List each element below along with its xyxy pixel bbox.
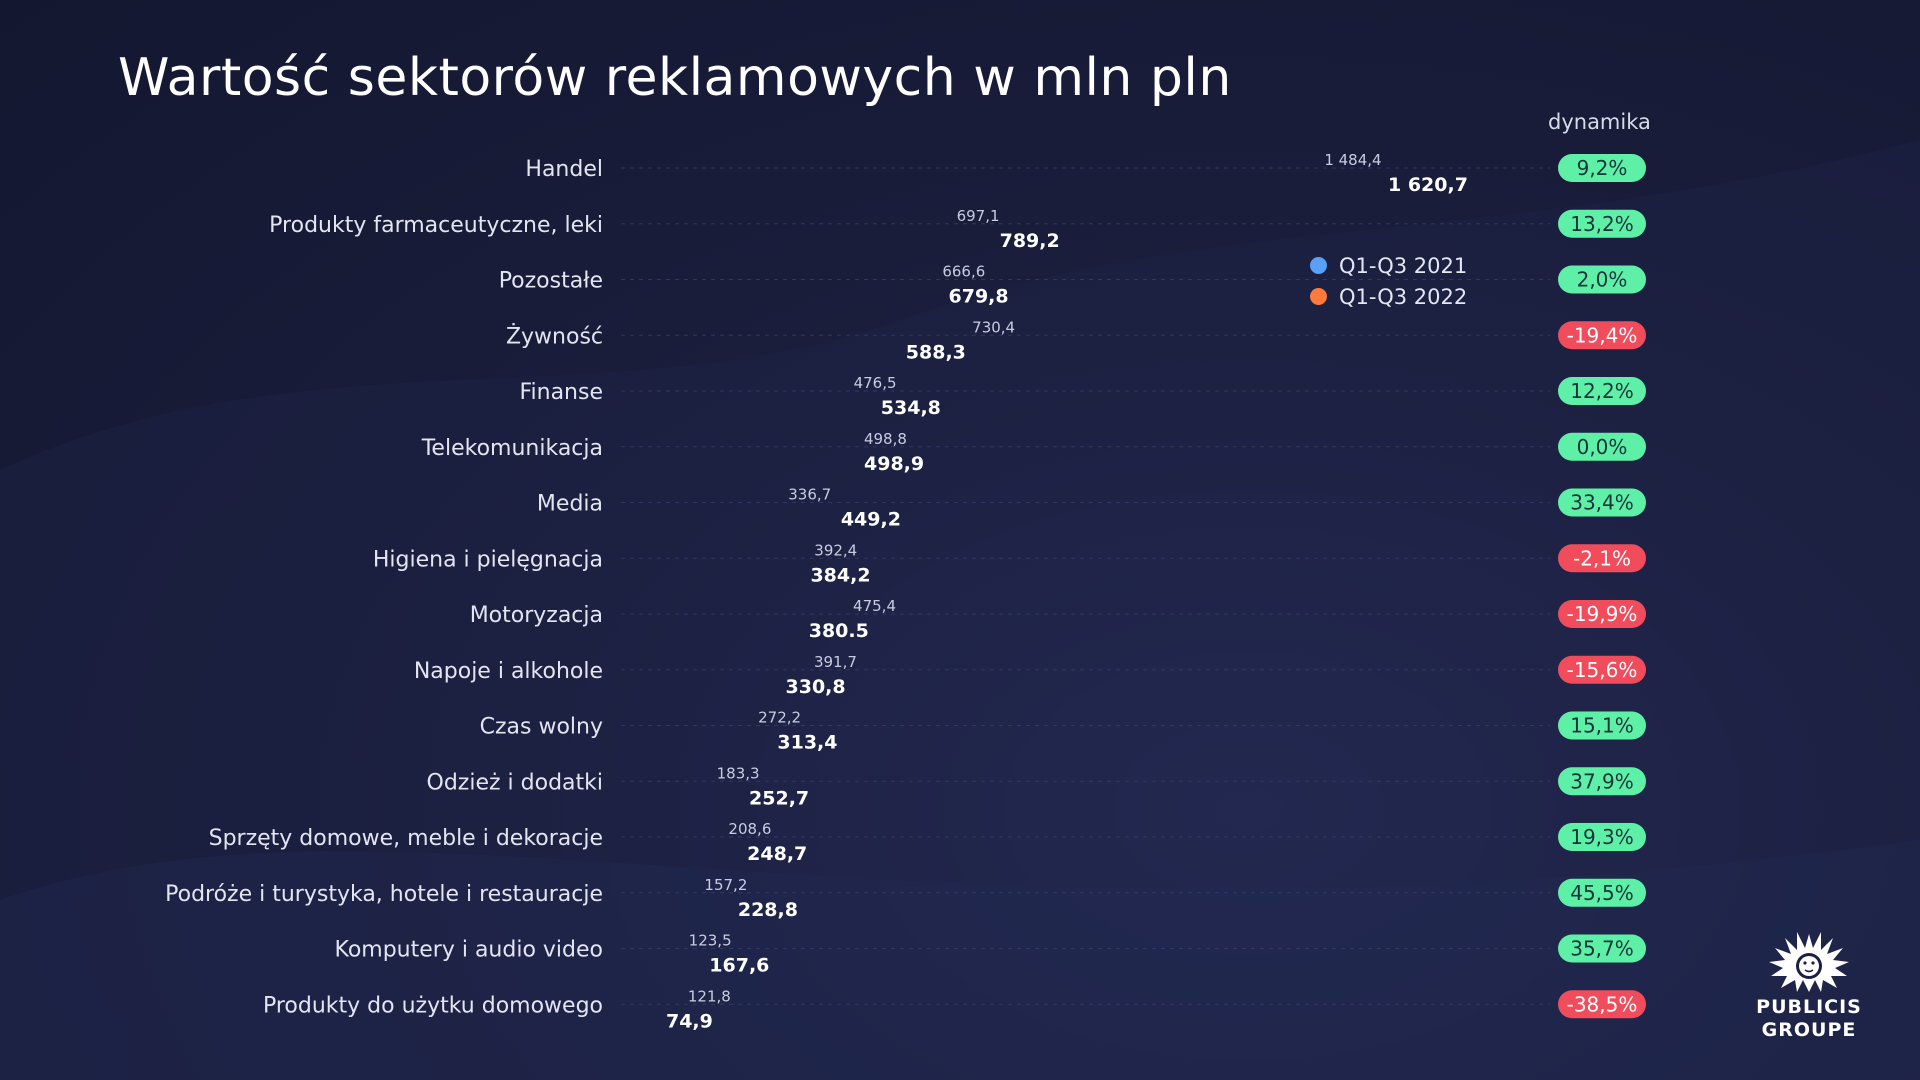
value-label-2022: 789,2 — [1000, 230, 1060, 252]
value-label-2022: 380.5 — [809, 620, 869, 642]
dynamics-badge-positive — [1558, 767, 1646, 796]
lion-emblem-icon — [1769, 932, 1849, 992]
category-label: Handel — [525, 157, 603, 182]
value-label-2021: 392,4 — [814, 541, 857, 559]
value-label-2021: 121,8 — [688, 987, 731, 1005]
dynamics-badge-positive — [1558, 823, 1646, 851]
category-label: Odzież i dodatki — [427, 770, 603, 795]
value-label-2022: 449,2 — [841, 509, 901, 531]
legend-label-2021: Q1-Q3 2021 — [1339, 253, 1468, 278]
category-label: Telekomunikacja — [421, 436, 603, 461]
dynamics-badge-positive — [1558, 878, 1646, 907]
value-label-2021: 666,6 — [942, 263, 985, 281]
dynamics-value: 19,3% — [1570, 825, 1634, 849]
legend-dot-2021-icon — [1310, 257, 1327, 274]
value-label-2022: 228,8 — [738, 899, 798, 921]
dynamics-badge-negative — [1558, 990, 1646, 1019]
value-label-2021: 391,7 — [814, 653, 857, 671]
value-label-2021: 476,5 — [854, 374, 897, 392]
category-label: Finanse — [519, 380, 603, 405]
category-label: Produkty farmaceutyczne, leki — [269, 213, 603, 238]
value-label-2022: 588,3 — [906, 341, 966, 363]
dynamics-value: 13,2% — [1570, 212, 1634, 236]
value-label-2021: 475,4 — [853, 597, 896, 615]
legend-label-2022: Q1-Q3 2022 — [1339, 284, 1468, 309]
dynamics-badge-positive — [1558, 154, 1646, 182]
dynamics-badge-negative — [1558, 321, 1646, 350]
publicis-groupe-logo: PUBLICIS GROUPE — [1748, 928, 1870, 1042]
value-label-2021: 730,4 — [972, 318, 1015, 336]
dynamics-value: 33,4% — [1570, 491, 1634, 515]
value-label-2022: 384,2 — [810, 564, 870, 586]
category-label: Higiena i pielęgnacja — [373, 547, 603, 572]
dynamics-badge-positive — [1558, 934, 1646, 963]
value-label-2022: 248,7 — [747, 843, 807, 865]
dynamics-badge-negative — [1558, 600, 1646, 628]
dynamics-value: 15,1% — [1570, 714, 1634, 738]
value-label-2022: 313,4 — [777, 732, 837, 754]
logo-text-publicis: PUBLICIS — [1756, 996, 1862, 1018]
dynamics-badge-positive — [1558, 488, 1646, 517]
dynamics-badge-positive — [1558, 432, 1646, 461]
legend-item-2021: Q1-Q3 2021 — [1310, 250, 1467, 281]
legend: Q1-Q3 2021 Q1-Q3 2022 — [1310, 250, 1467, 312]
dynamics-value: 35,7% — [1570, 937, 1634, 961]
dynamics-badge-positive — [1558, 711, 1646, 740]
dynamics-badge-positive — [1558, 265, 1646, 294]
category-label: Czas wolny — [480, 715, 603, 740]
dynamics-value: 0,0% — [1577, 435, 1628, 459]
value-label-2021: 272,2 — [758, 709, 801, 727]
dynamics-value: 2,0% — [1577, 268, 1628, 292]
category-label: Sprzęty domowe, meble i dekoracje — [209, 826, 603, 851]
value-label-2021: 1 484,4 — [1324, 151, 1381, 169]
value-label-2022: 498,9 — [864, 453, 924, 475]
dynamics-value: -19,4% — [1567, 323, 1638, 347]
value-label-2021: 498,8 — [864, 430, 907, 448]
dynamics-value: -38,5% — [1567, 992, 1638, 1016]
value-label-2021: 336,7 — [788, 486, 831, 504]
logo-text-groupe: GROUPE — [1761, 1019, 1857, 1041]
dynamics-value: 45,5% — [1570, 881, 1634, 905]
dynamics-badge-negative — [1558, 655, 1646, 684]
dynamics-value: -15,6% — [1567, 658, 1638, 682]
category-label: Napoje i alkohole — [414, 659, 603, 684]
value-label-2021: 208,6 — [728, 820, 771, 838]
value-label-2022: 74,9 — [666, 1010, 713, 1032]
value-label-2022: 252,7 — [749, 787, 809, 809]
chart-title: Wartość sektorów reklamowych w mln pln — [118, 48, 1232, 108]
dynamics-badge-positive — [1558, 377, 1646, 405]
legend-dot-2022-icon — [1310, 288, 1327, 305]
value-label-2022: 1 620,7 — [1388, 174, 1468, 196]
dynamics-header: dynamika — [1548, 110, 1651, 134]
dynamics-badge-negative — [1558, 544, 1646, 573]
dynamics-value: 12,2% — [1570, 379, 1634, 403]
value-label-2021: 157,2 — [704, 876, 747, 894]
category-label: Media — [537, 492, 603, 517]
value-label-2022: 534,8 — [881, 397, 941, 419]
category-label: Produkty do użytku domowego — [263, 993, 603, 1018]
category-label: Żywność — [506, 323, 603, 349]
category-label: Komputery i audio video — [334, 938, 603, 963]
value-label-2021: 123,5 — [689, 932, 732, 950]
dynamics-value: 37,9% — [1570, 769, 1634, 793]
dynamics-value: 9,2% — [1577, 156, 1628, 180]
value-label-2021: 697,1 — [957, 207, 1000, 225]
value-label-2021: 183,3 — [717, 764, 760, 782]
category-label: Pozostałe — [499, 269, 603, 294]
category-label: Motoryzacja — [470, 603, 603, 628]
value-label-2022: 330,8 — [786, 676, 846, 698]
category-label: Podróże i turystyka, hotele i restauracj… — [165, 882, 603, 907]
value-label-2022: 679,8 — [949, 286, 1009, 308]
dynamics-value: -2,1% — [1573, 546, 1631, 570]
dynamics-value: -19,9% — [1567, 602, 1638, 626]
legend-item-2022: Q1-Q3 2022 — [1310, 281, 1467, 312]
dynamics-badge-positive — [1558, 209, 1646, 238]
value-label-2022: 167,6 — [709, 955, 769, 977]
